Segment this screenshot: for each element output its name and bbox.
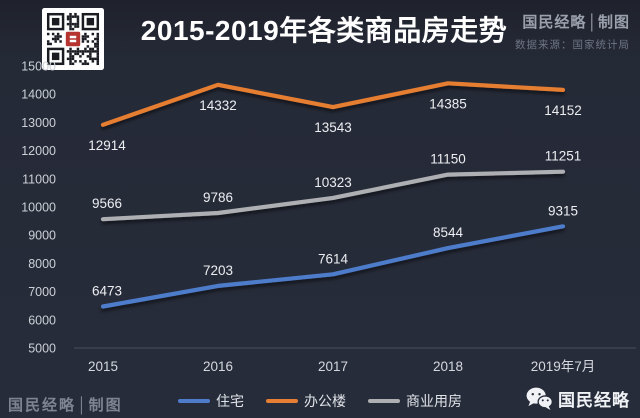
y-tick-label: 15000 [21,60,56,74]
x-tick-label: 2015 [88,359,118,374]
page-title: 2015-2019年各类商品房走势 [140,15,508,46]
data-label-住宅: 7614 [318,251,349,266]
legend-label: 住宅 [216,393,244,409]
series-line-住宅 [100,224,566,309]
y-tick-label: 14000 [21,88,56,102]
line-chart: 5000 6000 7000 8000 9000 10000 11000 12000 13000… [21,60,636,374]
y-tick-label: 10000 [21,201,56,215]
y-tick-label: 5000 [28,342,56,356]
y-tick-label: 13000 [21,116,56,130]
x-tick-label: 2019年7月 [531,359,596,374]
data-label-商业用房: 11150 [430,152,466,167]
wechat-lockup: 国民经略 [526,386,630,411]
data-label-商业用房: 11251 [545,149,582,164]
y-tick-label: 12000 [21,144,56,158]
legend-item-商业用房: 商业用房 [368,391,462,411]
data-label-住宅: 8544 [433,225,464,240]
chart-legend: 住宅 办公楼 商业用房 [0,390,640,412]
series-line-商业用房 [100,169,566,222]
y-tick-label: 8000 [28,257,56,271]
data-label-住宅: 7203 [203,263,233,278]
legend-item-办公楼: 办公楼 [266,391,346,411]
series-line-办公楼 [100,81,566,127]
data-label-住宅: 6473 [92,283,122,298]
data-label-办公楼: 14152 [544,103,582,118]
wechat-account-name: 国民经略 [558,391,630,410]
legend-label: 办公楼 [304,393,346,409]
y-tick-label: 7000 [28,285,56,299]
y-tick-label: 6000 [28,313,56,327]
data-label-商业用房: 9566 [92,196,122,211]
y-tick-label: 11000 [22,172,56,186]
wechat-icon [526,387,553,410]
data-label-住宅: 9315 [548,203,578,218]
data-label-办公楼: 14332 [199,98,237,113]
x-tick-label: 2017 [318,359,348,374]
qr-code [42,8,104,70]
legend-label: 商业用房 [406,393,462,409]
data-label-商业用房: 10323 [314,175,352,190]
y-tick-label: 9000 [28,229,56,243]
footer-brand: 国民经略│制图 [8,398,123,414]
legend-swatch [266,399,298,403]
legend-swatch [368,399,400,403]
data-source-note: 数据来源：国家统计局 [515,39,630,51]
header-brand-block: 国民经略│制图 数据来源：国家统计局 [515,11,630,52]
x-tick-label: 2018 [433,359,463,374]
brand-lockup: 国民经略│制图 [522,15,630,31]
legend-item-住宅: 住宅 [178,391,244,411]
legend-swatch [178,399,210,403]
data-label-办公楼: 14385 [429,96,467,111]
data-label-商业用房: 9786 [203,190,233,205]
x-tick-label: 2016 [203,359,233,374]
data-label-办公楼: 12914 [88,138,126,153]
data-label-办公楼: 13543 [314,120,352,135]
